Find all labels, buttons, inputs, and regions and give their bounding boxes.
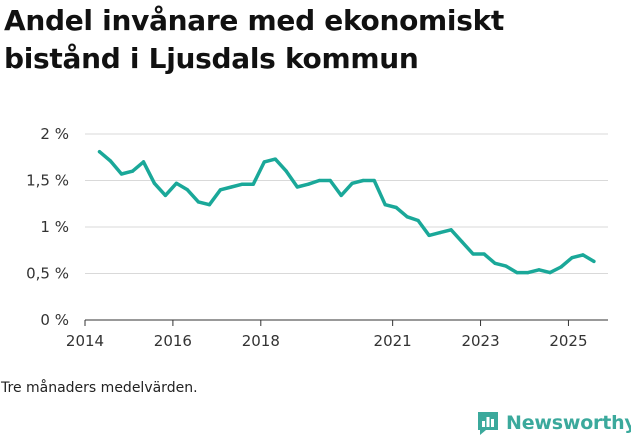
series-group [97,149,596,275]
x-tick-label: 2016 [154,332,192,350]
data-point [218,188,222,192]
x-tick-label: 2025 [549,332,587,350]
data-point [262,160,266,164]
data-point [515,271,519,275]
y-axis-ticks: 0 % 0,5 % 1 % 1,5 % 2 % [26,125,69,329]
data-point [361,178,365,183]
data-point [229,185,233,189]
data-point [504,264,508,268]
y-tick-label: 2 % [40,125,69,143]
data-point [152,181,156,185]
data-point [460,240,464,244]
data-point [405,215,409,219]
data-point [240,182,244,186]
data-point [427,233,431,237]
y-tick-label: 1,5 % [26,172,69,190]
brand-name: Newsworthy [506,412,631,434]
y-tick-label: 0 % [40,311,69,329]
x-tick-label: 2021 [374,332,412,350]
data-point [295,185,299,189]
data-point [130,169,135,173]
data-point [471,252,475,256]
footnote: Tre månaders medelvärden. [1,380,198,396]
data-point [317,178,321,183]
x-tick-label: 2014 [66,332,104,350]
data-point [416,218,420,223]
data-point [207,203,211,207]
data-point [273,157,277,161]
data-point [482,252,486,256]
data-point [306,182,310,186]
series-line [97,149,596,275]
data-point [559,265,563,269]
y-tick-label: 0,5 % [26,265,69,283]
data-point [537,268,541,272]
gridlines [85,133,608,274]
chart-title: Andel invånare med ekonomiskt bistånd i … [4,4,505,75]
data-point [438,231,442,235]
data-point [119,172,124,176]
newsworthy-logo-icon [478,412,498,435]
data-point [350,181,354,185]
data-point [526,271,530,275]
data-point [196,200,200,204]
x-tick-label: 2023 [461,332,499,350]
data-point [548,271,552,275]
data-point [581,253,585,257]
y-tick-label: 1 % [40,218,69,236]
data-point [185,188,189,192]
data-point [174,181,178,185]
data-point [339,193,343,197]
data-point [449,228,453,232]
data-point [570,256,574,260]
data-point [141,160,146,164]
data-point [372,178,376,183]
x-axis-ticks: 2014 2016 2018 2021 2023 2025 [66,320,588,350]
data-point [284,169,288,173]
data-point [251,182,255,186]
brand-logo: Newsworthy [476,408,631,438]
x-tick-label: 2018 [242,332,280,350]
data-point [592,259,596,263]
data-point [108,159,113,163]
data-point [328,178,332,183]
data-point [493,261,497,265]
line-chart: 0 % 0,5 % 1 % 1,5 % 2 % 2014 2016 2018 2021 2023… [26,125,608,350]
data-point [163,193,167,197]
data-point [383,203,387,207]
data-point [394,205,398,210]
data-point [97,150,102,154]
